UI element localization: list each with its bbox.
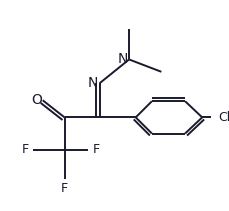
- Text: N: N: [87, 76, 98, 90]
- Text: F: F: [92, 143, 99, 156]
- Text: N: N: [117, 53, 127, 66]
- Text: Cl: Cl: [217, 111, 229, 124]
- Text: O: O: [31, 93, 42, 107]
- Text: F: F: [22, 143, 29, 156]
- Text: F: F: [61, 182, 68, 195]
